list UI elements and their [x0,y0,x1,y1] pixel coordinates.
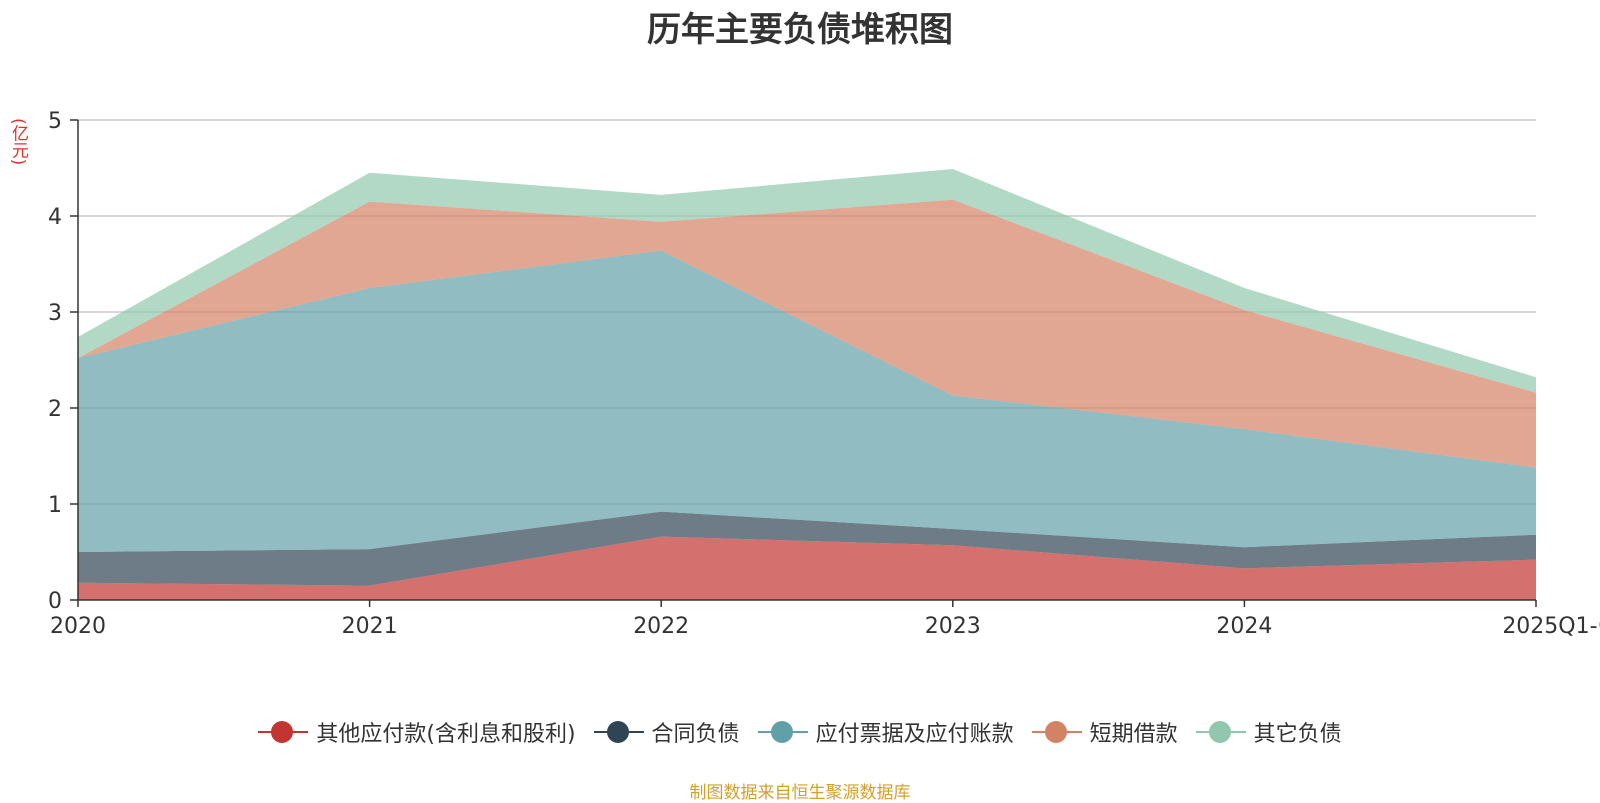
x-tick-label: 2020 [50,614,106,639]
area-series-2 [78,250,1536,552]
legend-marker-icon [258,720,309,744]
x-tick-label: 2022 [633,614,689,639]
y-tick-label: 4 [48,205,62,230]
y-tick-label: 3 [48,301,62,326]
legend: 其他应付款(含利息和股利) 合同负债 应付票据及应付账款 短期借款 其它负债 [0,716,1600,748]
axis-layer: 0 1 2 3 4 5 2020 2021 2022 2023 2024 2025Q1-Q3 [48,109,1600,639]
chart-title: 历年主要负债堆积图 [647,10,953,50]
legend-item-3[interactable]: 短期借款 [1031,716,1178,748]
source-note: 制图数据来自恒生聚源数据库 [689,783,911,803]
legend-marker-icon [1195,720,1246,744]
legend-marker-dot [1044,721,1067,743]
y-tick-label: 1 [48,493,62,518]
legend-marker-dot [1208,721,1231,743]
x-tick-label: 2021 [342,614,398,639]
legend-marker-icon [1031,720,1082,744]
x-tick-label: 2024 [1216,614,1272,639]
legend-marker-dot [770,721,793,743]
legend-marker-icon [593,720,644,744]
area-series-0 [78,536,1536,600]
y-tick-label: 0 [48,589,62,614]
legend-marker-dot [606,721,629,743]
area-series-3 [78,199,1536,468]
y-tick-label: 2 [48,397,62,422]
y-tick-label: 5 [48,109,62,134]
legend-label: 其他应付款(含利息和股利) [316,722,576,747]
x-tick-label: 2025Q1-Q3 [1502,614,1600,639]
legend-item-2[interactable]: 应付票据及应付账款 [757,716,1014,748]
legend-item-1[interactable]: 合同负债 [593,716,740,748]
legend-marker-icon [757,720,808,744]
x-tick-label: 2023 [925,614,981,639]
legend-marker-dot [271,721,294,743]
legend-label: 短期借款 [1089,722,1178,747]
legend-label: 其它负债 [1253,722,1342,747]
legend-item-4[interactable]: 其它负债 [1195,716,1342,748]
legend-label: 合同负债 [651,722,740,747]
area-layer [78,168,1536,600]
legend-label: 应付票据及应付账款 [815,722,1014,747]
legend-item-0[interactable]: 其他应付款(含利息和股利) [258,716,576,748]
y-axis-unit-label: (亿元) [8,118,28,166]
area-series-1 [78,511,1536,586]
